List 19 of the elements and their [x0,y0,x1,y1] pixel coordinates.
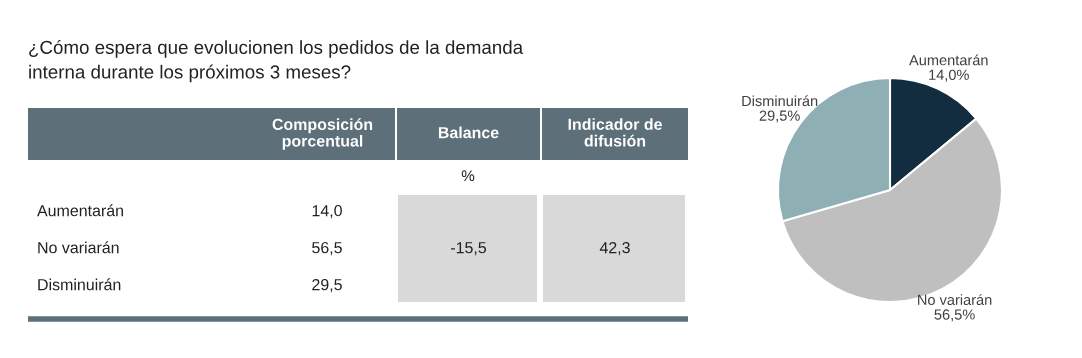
slice-label: Aumentarán [909,54,988,66]
text: ¿Cómo espera que evolucionen los pedidos de la demanda interna durante los próximos 3 meses? [29,40,524,83]
data-label: 56,5% [934,309,975,322]
text: 42,3 [599,241,630,256]
data-label: 29,5% [759,110,800,123]
slice-label: No variarán [918,294,992,306]
data-label: 14,0% [929,69,969,82]
text: 29,5 [312,278,342,293]
category-label: No variarán [38,241,119,254]
category-label: Disminuirán [38,278,121,291]
text: Composición porcentual [272,118,373,150]
text: Indicador de difusión [568,118,662,147]
text: 56,5 [312,241,342,256]
text: -15,5 [451,242,487,256]
slice-label: Disminuirán [742,95,818,107]
text: Balance [438,126,499,139]
text: 14,0 [312,204,342,219]
category-label: Aumentarán [37,204,123,217]
text: % [461,170,475,182]
